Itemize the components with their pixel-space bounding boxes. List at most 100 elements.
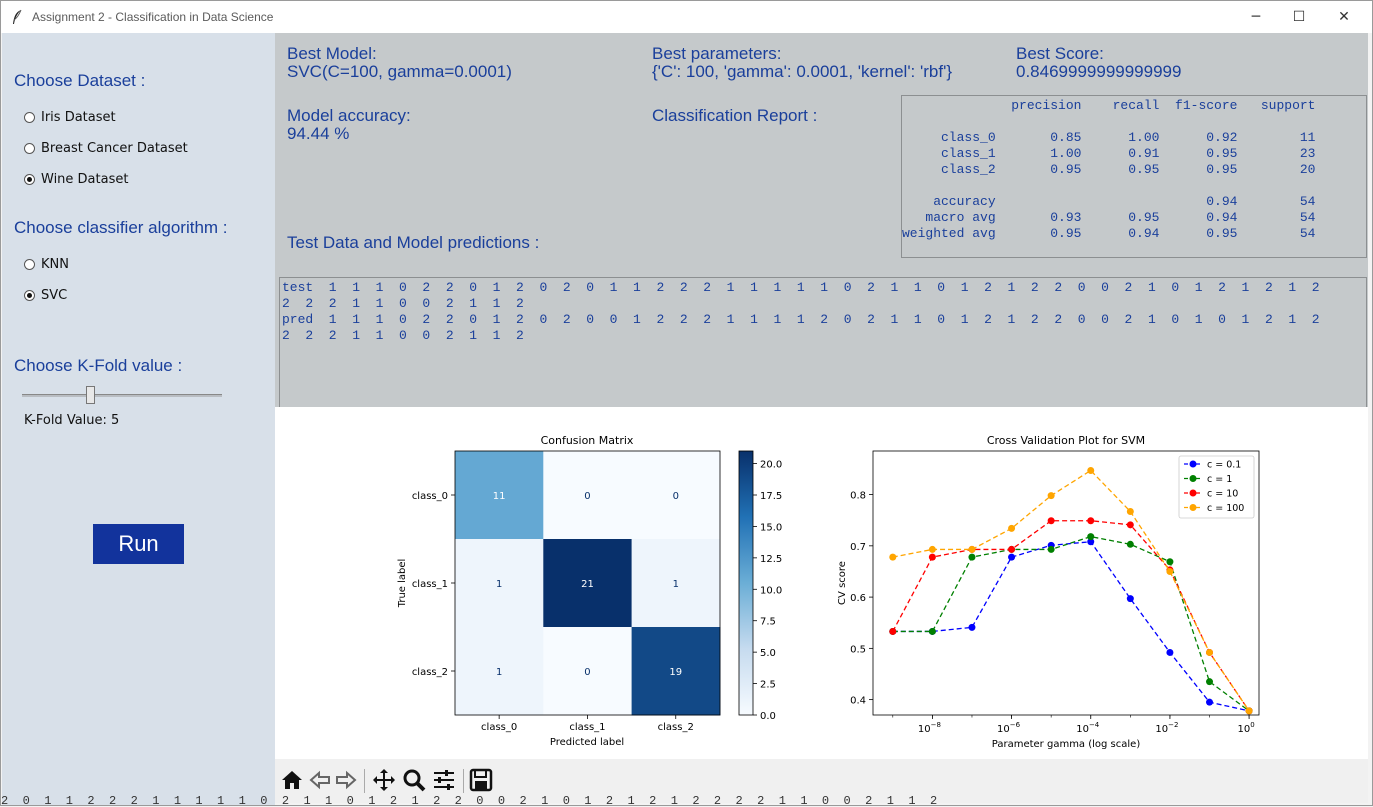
cv-data-point [1206,678,1214,686]
test-data-text: test 1 1 1 0 2 2 0 1 2 0 2 0 1 1 2 2 2 1… [282,280,1320,343]
home-icon[interactable] [279,767,305,793]
cv-data-point [889,627,897,635]
confusion-matrix-title: Confusion Matrix [541,434,634,447]
cm-cell [543,539,633,628]
kfold-slider-handle[interactable] [86,386,95,404]
radio-iris-dataset[interactable]: Iris Dataset [24,108,116,126]
cm-xlabel: Predicted label [550,737,624,748]
plot-canvas[interactable]: Confusion Matrix 11 0 0 1 21 1 1 0 19 class_0 cla… [275,407,1368,759]
cm-cell [455,627,544,716]
radio-dot-icon [24,111,35,123]
cv-data-point [1126,521,1134,529]
radio-label: KNN [41,256,69,272]
best-score-value: 0.8469999999999999 [1016,62,1182,81]
colorbar-tick-label: 17.5 [760,491,782,502]
minimize-button[interactable]: ─ [1233,1,1279,33]
cv-xtick-label: 10−8 [918,721,941,735]
cm-cell [455,539,544,628]
maximize-button[interactable]: ☐ [1276,1,1322,33]
cm-ytick-label: class_1 [412,579,448,590]
plot-toolbar [275,759,1368,803]
cv-data-point [889,553,897,561]
cv-data-point [928,627,936,635]
cv-xtick-label: 10−4 [1076,721,1100,735]
radio-label: SVC [41,287,68,303]
radio-svc[interactable]: SVC [24,286,67,304]
kfold-slider-track[interactable] [22,394,222,397]
colorbar-tick-label: 2.5 [760,680,776,691]
cv-ytick-label: 0.6 [850,593,866,604]
best-score-label: Best Score: [1016,44,1104,63]
colorbar-tick-label: 15.0 [760,522,782,533]
cv-frame [872,450,1260,716]
radio-wine-dataset[interactable]: Wine Dataset [24,170,128,188]
cv-xtick-label: 10−2 [1155,721,1178,735]
radio-dot-icon [24,142,35,154]
cv-data-point [1087,466,1095,474]
cv-plot-chart: Cross Validation Plot for SVM 0.4 0.5 0.6 0… [837,434,1260,750]
best-params-label: Best parameters: [652,44,782,63]
cv-legend-box [1178,455,1255,519]
report-label: Classification Report : [652,106,818,125]
back-icon[interactable] [307,767,333,793]
radio-breast-cancer-dataset[interactable]: Breast Cancer Dataset [24,139,188,157]
best-model-value: SVC(C=100, gamma=0.0001) [287,62,512,81]
cv-data-point [1126,507,1134,515]
colorbar-tick-label: 7.5 [760,617,776,628]
save-icon[interactable] [468,767,494,793]
cm-cell [543,451,633,540]
pan-icon[interactable] [371,767,397,793]
cv-data-point [1047,492,1055,500]
cv-data-point [1166,648,1174,656]
close-button[interactable]: ✕ [1321,1,1367,33]
cv-data-point [1047,545,1055,553]
toolbar-separator [364,769,365,793]
legend-label: c = 100 [1207,503,1244,514]
window-title: Assignment 2 - Classification in Data Sc… [32,10,274,24]
title-bar[interactable]: Assignment 2 - Classification in Data Sc… [1,1,1372,33]
cm-cell-value: 1 [496,667,502,678]
cm-ytick-label: class_0 [412,491,448,502]
results-panel: Best Model: SVC(C=100, gamma=0.0001) Bes… [275,33,1368,407]
test-data-label: Test Data and Model predictions : [287,233,540,252]
radio-dot-selected-icon [24,289,35,301]
close-icon: ✕ [1338,9,1350,25]
configure-icon[interactable] [431,767,457,793]
test-data-box[interactable]: test 1 1 1 0 2 2 0 1 2 0 2 0 1 1 2 2 2 1… [279,277,1367,407]
cv-data-point [1206,648,1214,656]
legend-label: c = 1 [1207,474,1232,485]
cm-cell-value: 0 [584,667,590,678]
cm-ylabel: True label [397,559,408,609]
cm-cell-value: 1 [496,579,502,590]
cv-data-point [1206,698,1214,706]
cv-ylabel: CV score [837,561,848,605]
radio-knn[interactable]: KNN [24,255,69,273]
radio-label: Iris Dataset [41,109,116,125]
legend-marker [1189,460,1197,468]
cv-data-point [928,553,936,561]
legend-marker [1189,489,1197,497]
zoom-icon[interactable] [401,767,427,793]
cv-data-point [1008,553,1016,561]
cv-data-point [1047,517,1055,525]
cm-cell [631,627,721,716]
classification-report-text: precision recall f1-score support class_… [902,98,1316,241]
cv-data-point [1008,545,1016,553]
radio-dot-selected-icon [24,173,35,185]
kfold-value-label: K-Fold Value: 5 [24,413,120,428]
kfold-heading: Choose K-Fold value : [14,356,183,375]
run-button[interactable]: Run [93,524,184,564]
confusion-matrix-chart: Confusion Matrix 11 0 01 21 11 0 19 class_0 cla… [397,434,782,748]
cv-ytick-label: 0.4 [850,696,866,707]
best-params-value: {'C': 100, 'gamma': 0.0001, 'kernel': 'r… [652,62,953,81]
cm-ytick-label: class_2 [412,667,448,678]
forward-icon[interactable] [333,767,359,793]
cv-series-line [892,535,1250,712]
radio-label: Breast Cancer Dataset [41,140,188,156]
cv-xtick-label: 10−6 [997,721,1021,735]
colorbar-tick-label: 5.0 [760,648,776,659]
cv-plot-title: Cross Validation Plot for SVM [987,434,1145,447]
plots-svg: Confusion Matrix 11 0 01 21 11 0 19 class_0 cla… [397,434,1260,750]
cm-cell-value: 1 [673,579,679,590]
